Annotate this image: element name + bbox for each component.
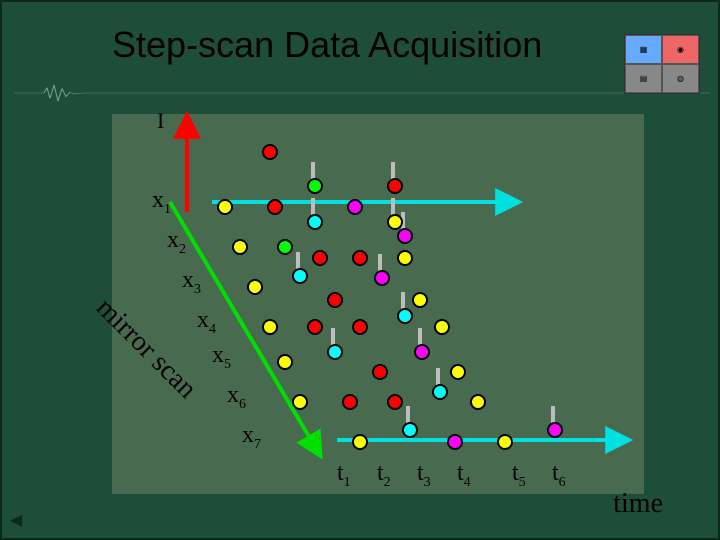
- data-point: [232, 239, 248, 255]
- header-waveform: [14, 84, 710, 102]
- data-point: [307, 178, 323, 194]
- data-point: [397, 250, 413, 266]
- data-point: [470, 394, 486, 410]
- x-row-label: x3: [182, 267, 201, 298]
- data-point: [432, 384, 448, 400]
- slide: Step-scan Data Acquisition ▦◉ ▤◍ I mirro…: [0, 0, 720, 540]
- data-point: [387, 394, 403, 410]
- diagram-area: [112, 114, 644, 494]
- data-point: [247, 279, 263, 295]
- data-point: [217, 199, 233, 215]
- instrument-panel-icon: ▦◉ ▤◍: [624, 34, 700, 94]
- data-point: [312, 250, 328, 266]
- data-point: [387, 214, 403, 230]
- data-point: [262, 144, 278, 160]
- data-point: [307, 319, 323, 335]
- data-point: [352, 250, 368, 266]
- data-point: [277, 354, 293, 370]
- data-point: [450, 364, 466, 380]
- data-point: [414, 344, 430, 360]
- t-col-label: t6: [552, 460, 566, 491]
- time-axis-label: time: [613, 488, 663, 520]
- t-col-label: t1: [337, 460, 351, 491]
- data-point: [292, 268, 308, 284]
- t-col-label: t5: [512, 460, 526, 491]
- prev-slide-chevron[interactable]: ◀: [10, 510, 22, 530]
- data-point: [327, 292, 343, 308]
- data-point: [292, 394, 308, 410]
- data-point: [412, 292, 428, 308]
- data-point: [447, 434, 463, 450]
- data-point: [262, 319, 278, 335]
- x-row-label: x7: [242, 422, 261, 453]
- data-point: [277, 239, 293, 255]
- data-point: [402, 422, 418, 438]
- slide-title: Step-scan Data Acquisition: [112, 24, 542, 66]
- t-col-label: t3: [417, 460, 431, 491]
- t-col-label: t4: [457, 460, 471, 491]
- data-point: [347, 199, 363, 215]
- data-point: [497, 434, 513, 450]
- t-col-label: t2: [377, 460, 391, 491]
- data-point: [372, 364, 388, 380]
- data-point: [342, 394, 358, 410]
- x-row-label: x4: [197, 307, 216, 338]
- intensity-axis-label: I: [157, 108, 164, 134]
- x-row-label: x1: [152, 187, 171, 218]
- data-point: [374, 270, 390, 286]
- x-row-label: x2: [167, 227, 186, 258]
- data-point: [352, 319, 368, 335]
- data-point: [307, 214, 323, 230]
- data-point: [547, 422, 563, 438]
- data-point: [327, 344, 343, 360]
- data-point: [434, 319, 450, 335]
- data-point: [267, 199, 283, 215]
- x-row-label: x5: [212, 342, 231, 373]
- data-point: [352, 434, 368, 450]
- x-row-label: x6: [227, 382, 246, 413]
- data-point: [387, 178, 403, 194]
- data-point: [397, 308, 413, 324]
- data-point: [397, 228, 413, 244]
